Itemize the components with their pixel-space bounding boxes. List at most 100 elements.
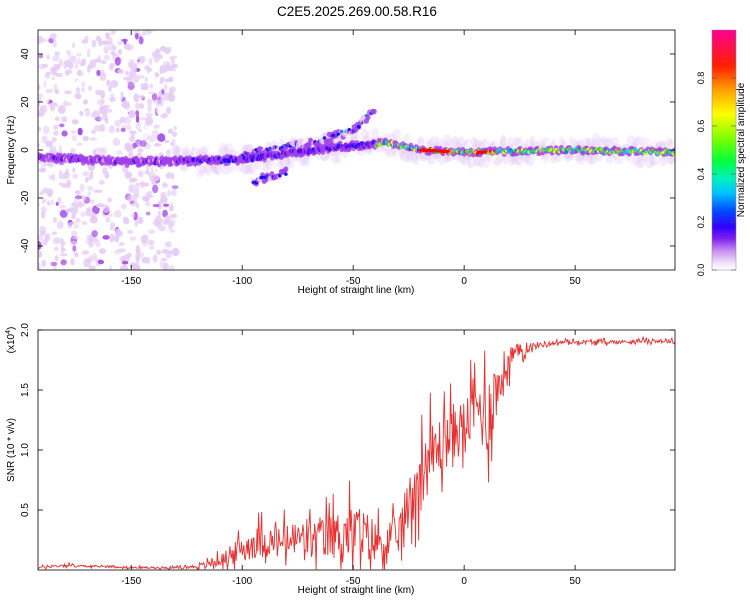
heatmap-cell: [450, 136, 460, 150]
heatmap-cell: [149, 36, 155, 44]
heatmap-cell: [483, 150, 488, 154]
heatmap-cell: [601, 154, 608, 168]
heatmap-cell: [144, 77, 148, 83]
heatmap-cell: [591, 133, 601, 147]
heatmap-cell: [468, 137, 475, 151]
heatmap-cell: [361, 128, 369, 141]
heatmap-cell: [91, 39, 97, 48]
heatmap-cell: [38, 54, 44, 59]
heatmap-cell: [41, 259, 47, 267]
heatmap-cell: [173, 250, 178, 256]
heatmap-cell: [120, 91, 124, 100]
snr-x-axis: -150 -100 -50 0 50: [121, 330, 581, 587]
heatmap-cell: [133, 183, 140, 192]
snr-x-label: Height of straight line (km): [298, 585, 415, 596]
heatmap-cell: [284, 172, 288, 176]
heatmap-cell: [193, 148, 201, 158]
heatmap-cell: [298, 155, 309, 167]
heatmap-cell: [102, 167, 108, 175]
heatmap-cell: [211, 165, 220, 174]
heatmap-cell: [93, 58, 101, 63]
heatmap-cell: [395, 151, 404, 160]
heatmap-cell: [79, 183, 85, 192]
heatmap-cell: [368, 130, 378, 139]
heatmap-cell: [138, 95, 145, 99]
heatmap-cell: [90, 96, 96, 102]
heatmap-cell: [339, 150, 347, 162]
heatmap-cell: [160, 76, 165, 83]
heatmap-cell: [475, 140, 484, 149]
heatmap-cell: [97, 203, 106, 208]
heatmap-cell: [147, 229, 156, 235]
heatmap-cell: [166, 79, 172, 83]
heatmap-cell: [584, 153, 592, 164]
heatmap-cell: [109, 227, 115, 231]
heatmap-cell: [60, 245, 65, 254]
snr-scale-exp: 4: [5, 330, 12, 334]
heatmap-cell: [102, 112, 108, 121]
heatmap-cell: [93, 189, 99, 193]
heatmap-cell: [127, 229, 134, 234]
heatmap-cell: [74, 190, 81, 195]
heatmap-cell: [121, 203, 127, 210]
heatmap-cell: [80, 211, 86, 217]
heatmap-cell: [533, 137, 543, 150]
heatmap-cell: [162, 112, 168, 119]
spectrogram-panel: -150 -100 -50 0 50 -40 -20 0 20 40 Height of str…: [6, 29, 676, 296]
heatmap-cell: [127, 195, 135, 203]
heatmap-cell: [153, 124, 160, 129]
heatmap-cell: [61, 242, 66, 246]
heatmap-cell: [64, 70, 70, 76]
heatmap-cell: [138, 36, 144, 45]
heatmap-cell: [45, 88, 54, 94]
heatmap-cell: [169, 213, 178, 219]
heatmap-cell: [163, 83, 168, 91]
heatmap-cell: [151, 30, 159, 35]
heatmap-cell: [131, 59, 135, 67]
heatmap-cell: [39, 105, 45, 112]
heatmap-cell: [144, 64, 150, 71]
heatmap-cell: [445, 149, 450, 154]
spectrogram-y-tick-label: 20: [20, 96, 31, 108]
heatmap-cell: [81, 250, 90, 255]
heatmap-cell: [105, 216, 111, 223]
heatmap-cell: [147, 98, 153, 105]
heatmap-cell: [50, 199, 55, 206]
heatmap-cell: [466, 155, 476, 169]
heatmap-cell: [568, 133, 577, 147]
snr-panel: -150 -100 -50 0 50 0.5 1.0 1.5 2.0 Height of st…: [5, 323, 676, 596]
heatmap-cell: [46, 188, 54, 197]
heatmap-cell: [81, 39, 88, 44]
snr-y-tick-label: 2.0: [20, 323, 31, 337]
heatmap-cell: [508, 148, 513, 152]
heatmap-cell: [126, 124, 132, 131]
heatmap-cell: [339, 129, 344, 134]
heatmap-cell: [58, 58, 63, 67]
heatmap-cell: [164, 241, 172, 248]
heatmap-cell: [515, 136, 524, 147]
heatmap-cell: [124, 142, 132, 151]
heatmap-cell: [147, 30, 153, 34]
heatmap-cell: [135, 122, 141, 130]
heatmap-cell: [90, 212, 97, 218]
heatmap-cell: [133, 93, 140, 103]
heatmap-cell: [182, 146, 191, 159]
heatmap-cell: [51, 76, 55, 81]
heatmap-cell: [53, 83, 58, 92]
heatmap-cell: [45, 142, 53, 148]
heatmap-cell: [127, 61, 131, 68]
heatmap-cell: [171, 131, 178, 137]
heatmap-cell: [59, 123, 65, 128]
heatmap-cell: [115, 228, 122, 237]
heatmap-cell: [103, 46, 109, 55]
heatmap-cell: [137, 216, 144, 224]
heatmap-cell: [138, 102, 145, 110]
heatmap-cell: [630, 154, 638, 163]
heatmap-cell: [510, 153, 518, 165]
heatmap-cell: [111, 45, 117, 51]
heatmap-cell: [79, 110, 84, 117]
heatmap-cell: [555, 153, 563, 163]
heatmap-cell: [70, 257, 75, 266]
heatmap-cell: [371, 127, 379, 141]
